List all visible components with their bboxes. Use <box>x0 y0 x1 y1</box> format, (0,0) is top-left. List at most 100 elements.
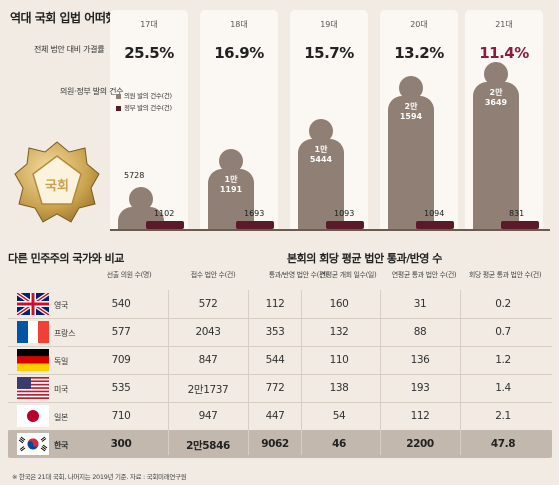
col-header-per-session: 회당 평균 통과 법안 수(건) <box>468 271 542 279</box>
member-bill-bar <box>208 168 254 229</box>
government-bill-bar <box>236 221 274 229</box>
government-bill-bar <box>416 221 454 229</box>
member-bill-head <box>219 148 243 173</box>
col-divider <box>168 290 169 455</box>
col-divider <box>301 290 302 455</box>
table-cell: 193 <box>410 382 430 394</box>
jp-flag-icon <box>17 405 49 427</box>
term-label: 20대 <box>410 20 428 29</box>
table-row: 일본 710 947 447 54 112 2.1 <box>8 402 552 431</box>
legend-government: 정부 발의 건수(건) <box>116 102 172 112</box>
member-bill-label: 5728 <box>124 171 145 181</box>
table-cell: 1.2 <box>495 354 511 366</box>
term-label: 17대 <box>140 20 158 29</box>
table-cell: 535 <box>111 382 131 394</box>
table-cell: 2.1 <box>495 410 511 422</box>
table-cell: 353 <box>265 326 285 338</box>
col-header-submitted: 접수 법안 수(건) <box>190 271 236 279</box>
table-cell: 947 <box>198 410 218 422</box>
pass-rate-value: 13.2% <box>394 44 444 62</box>
table-cell: 847 <box>198 354 218 366</box>
emblem-text: 국회 <box>45 179 69 194</box>
de-flag-icon <box>17 349 49 371</box>
member-bill-head <box>399 76 423 101</box>
government-bill-bar <box>501 221 539 229</box>
col-header-annual-passed: 연평균 통과 법안 수(건) <box>391 271 457 279</box>
government-bill-label: 1693 <box>244 209 265 218</box>
fr-flag-icon <box>17 321 49 343</box>
table-row: 독일 709 847 544 110 136 1.2 <box>8 346 552 375</box>
table-cell: 572 <box>198 298 218 310</box>
table-cell: 0.2 <box>495 298 511 310</box>
table-cell: 540 <box>111 298 131 310</box>
table-cell: 112 <box>265 298 285 310</box>
chart-title: 역대 국회 입법 어떠했나 <box>10 11 127 25</box>
uk-flag-icon <box>15 291 51 317</box>
col-header-session-days: 연평균 개회 일수(일) <box>319 271 377 279</box>
term-label: 19대 <box>320 20 338 29</box>
pass-rate-value: 11.4% <box>479 44 529 62</box>
kr-flag-icon <box>17 433 49 455</box>
member-bill-bar <box>298 139 344 229</box>
legend-government-label: 정부 발의 건수(건) <box>124 104 172 112</box>
table-cell: 47.8 <box>490 438 516 450</box>
country-name: 프랑스 <box>54 329 76 338</box>
table-row: 프랑스 577 2043 353 132 88 0.7 <box>8 318 552 347</box>
pass-rate-value: 15.7% <box>304 44 354 62</box>
table-cell: 772 <box>265 382 285 394</box>
country-name: 한국 <box>54 441 69 450</box>
table-cell: 136 <box>410 354 430 366</box>
government-bill-bar <box>326 221 364 229</box>
member-bill-head <box>129 187 153 212</box>
compare-title: 다른 민주주의 국가와 비교 <box>8 252 124 265</box>
table-cell: 447 <box>265 410 285 422</box>
col-divider <box>380 290 381 455</box>
term-label: 21대 <box>495 20 513 29</box>
legend-member-label: 의원 발의 건수(건) <box>124 92 172 100</box>
table-cell: 31 <box>413 298 427 310</box>
chart-baseline <box>110 229 550 231</box>
table-row: 미국 535 2만1737 772 138 193 1.4 <box>8 374 552 403</box>
table-row: 한국 300 2만5846 9062 46 2200 47.8 <box>8 430 552 458</box>
country-name: 영국 <box>54 301 69 310</box>
col-header-passed: 통과/반영 법안 수(건) <box>268 271 328 279</box>
table-cell: 544 <box>265 354 285 366</box>
table-cell: 0.7 <box>495 326 511 338</box>
table-cell: 2만5846 <box>186 440 230 452</box>
member-bill-head <box>309 119 333 144</box>
table-cell: 110 <box>329 354 349 366</box>
table-cell: 46 <box>332 438 346 450</box>
member-bill-bar <box>388 96 434 229</box>
pass-rate-label: 전체 법안 대비 가결률 <box>34 45 105 54</box>
table-cell: 112 <box>410 410 430 422</box>
table-cell: 710 <box>111 410 131 422</box>
member-bill-label: 2만 1594 <box>399 102 423 122</box>
table-cell: 577 <box>111 326 131 338</box>
bill-count-label: 의원·정부 발의 건수 <box>60 87 124 96</box>
col-header-elected: 선출 의원 수(명) <box>106 271 152 279</box>
pass-rate-value: 16.9% <box>214 44 264 62</box>
pass-rate-value: 25.5% <box>124 44 174 62</box>
government-bill-label: 1102 <box>154 209 175 218</box>
table-cell: 54 <box>332 410 346 422</box>
table-cell: 300 <box>110 438 132 450</box>
government-bill-label: 1093 <box>334 209 355 218</box>
session-title: 본회의 회당 평균 법안 통과/반영 수 <box>287 252 442 265</box>
table-cell: 2043 <box>195 326 221 338</box>
country-name: 미국 <box>54 385 69 394</box>
legend-government-swatch <box>116 105 121 111</box>
government-bill-label: 831 <box>509 209 525 218</box>
table-cell: 1.4 <box>495 382 511 394</box>
table-row: 영국 540 572 112 160 31 0.2 <box>8 290 552 319</box>
national-assembly-emblem <box>14 141 100 223</box>
legend-member: 의원 발의 건수(건) <box>116 90 172 100</box>
table-cell: 9062 <box>261 438 289 450</box>
us-flag-icon <box>17 377 49 399</box>
footnote: ※ 한국은 21대 국회, 나머지는 2019년 기준. 자료 : 국회미래연구… <box>12 473 187 481</box>
country-name: 독일 <box>54 357 69 366</box>
col-divider <box>460 290 461 455</box>
table-cell: 88 <box>413 326 427 338</box>
term-label: 18대 <box>230 20 248 29</box>
member-bill-head <box>484 62 508 86</box>
table-cell: 132 <box>329 326 349 338</box>
